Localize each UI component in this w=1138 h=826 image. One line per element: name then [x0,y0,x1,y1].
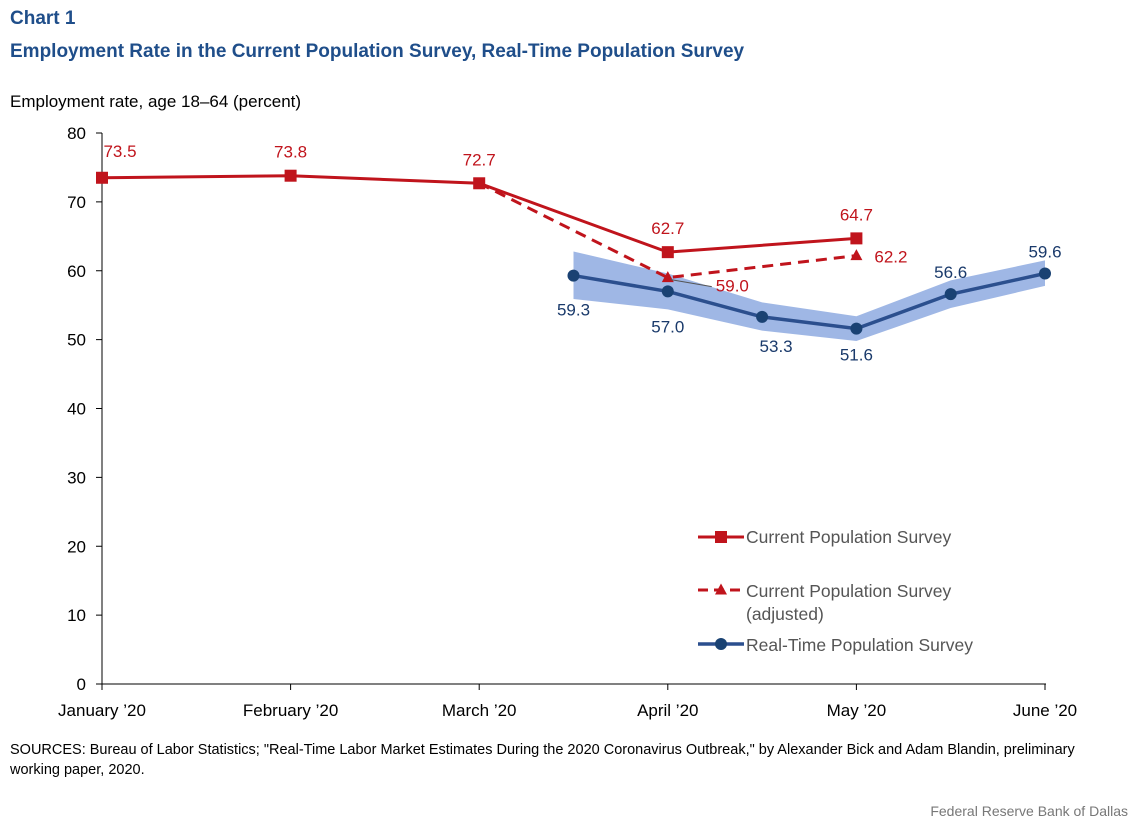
cps-point [473,177,486,190]
x-tick-label: June ’20 [1013,701,1077,720]
chart-number: Chart 1 [10,8,76,29]
legend-label-cps-adjusted-line2: (adjusted) [746,604,824,624]
rps-point [756,310,769,323]
y-tick-label: 0 [77,675,86,694]
sources-note: SOURCES: Bureau of Labor Statistics; "Re… [10,742,1075,778]
label-leader-line [670,279,712,288]
cps-point [284,169,297,182]
legend-marker-cps [715,531,727,543]
x-tick-label: January ’20 [58,701,146,720]
cps-point [661,246,674,259]
cps-data-label: 73.8 [274,143,307,162]
x-tick-label: March ’20 [442,701,517,720]
rps-point [567,269,580,282]
legend-label-rps: Real-Time Population Survey [746,635,973,655]
y-tick-label: 40 [67,400,86,419]
x-tick-label: February ’20 [243,701,338,720]
rps-data-label: 57.0 [651,317,684,336]
cps-data-label: 64.7 [840,205,873,224]
y-tick-label: 60 [67,262,86,281]
x-tick-label: April ’20 [637,701,698,720]
rps-data-label: 59.6 [1028,243,1061,262]
rps-point [661,285,674,298]
cps-data-label: 72.7 [463,150,496,169]
rps-data-label: 51.6 [840,346,873,365]
cps-adjusted-data-label: 62.2 [874,248,907,267]
rps-data-label: 56.6 [934,263,967,282]
cps-point [850,232,863,245]
rps-point [944,288,957,301]
y-axis-label: Employment rate, age 18–64 (percent) [10,92,302,111]
legend-label-cps: Current Population Survey [746,527,951,547]
x-tick-label: May ’20 [827,701,887,720]
rps-data-label: 59.3 [557,301,590,320]
cps-data-label: 73.5 [103,142,136,161]
rps-point [1039,267,1051,280]
rps-point [850,322,863,335]
series-line-rps [573,271,1046,331]
cps-adjusted-data-label: 59.0 [716,277,749,296]
rps-data-label: 53.3 [760,337,793,356]
legend-marker-cps-adjusted [715,583,727,595]
line-chart: 0 10 20 30 40 50 60 70 80 January ’20 February ’20… [58,124,1077,720]
legend-label-cps-adjusted: Current Population Survey [746,581,951,601]
y-tick-label: 50 [67,331,86,350]
credit-line: Federal Reserve Bank of Dallas [930,803,1128,819]
y-tick-label: 20 [67,537,86,556]
cps-data-label: 62.7 [651,219,684,238]
cps-point [96,171,108,184]
cps-adjusted-point [850,249,863,261]
y-tick-label: 80 [67,124,86,143]
chart-title: Employment Rate in the Current Populatio… [10,41,745,62]
y-tick-label: 30 [67,468,86,487]
y-tick-label: 10 [67,606,86,625]
legend-marker-rps [715,638,727,650]
y-tick-label: 70 [67,193,86,212]
cps-adjusted-point [661,271,674,283]
